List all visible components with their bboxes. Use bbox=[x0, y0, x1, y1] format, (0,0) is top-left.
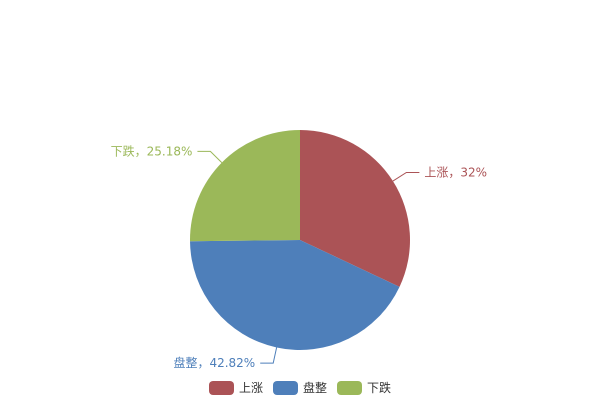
legend-swatch-down bbox=[337, 380, 362, 395]
legend-label-up: 上涨 bbox=[238, 381, 263, 395]
label-line-up bbox=[392, 171, 420, 182]
legend: 上涨 盘整 下跌 bbox=[0, 379, 600, 396]
label-line-flat bbox=[260, 347, 278, 364]
pie-slice-down[interactable] bbox=[190, 130, 300, 242]
legend-swatch-up bbox=[208, 380, 234, 395]
legend-item-up[interactable]: 上涨 bbox=[208, 379, 263, 396]
label-line-down bbox=[197, 150, 223, 164]
data-label-down: 下跌，25.18% bbox=[111, 143, 193, 158]
legend-label-down: 下跌 bbox=[367, 381, 392, 395]
data-label-flat: 盘整，42.82% bbox=[173, 355, 255, 370]
legend-swatch-flat bbox=[272, 380, 298, 395]
legend-item-flat[interactable]: 盘整 bbox=[272, 379, 327, 396]
pie-slice-up[interactable] bbox=[300, 130, 410, 287]
legend-label-flat: 盘整 bbox=[302, 381, 327, 395]
data-label-up: 上涨，32% bbox=[424, 164, 487, 179]
legend-item-down[interactable]: 下跌 bbox=[337, 379, 391, 396]
pie-slice-flat[interactable] bbox=[190, 240, 400, 350]
